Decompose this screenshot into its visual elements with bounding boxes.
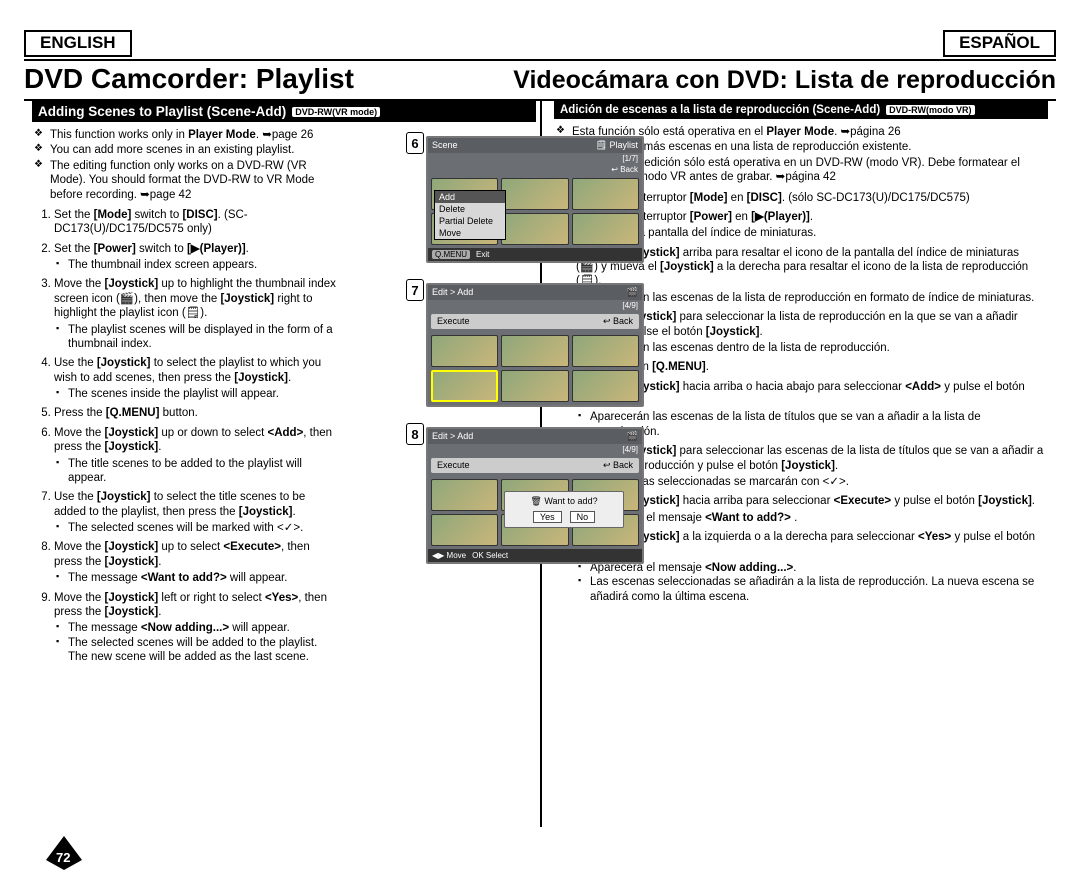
step-bubble-7: 7 — [406, 279, 424, 301]
page-number-badge: 72 — [46, 836, 82, 860]
step-bubble-8: 8 — [406, 423, 424, 445]
popup-menu: AddDeletePartial DeleteMove — [434, 190, 506, 240]
screen-6: Scene 🗒 Playlist [1/7] ↩ Back AddDeleteP… — [426, 136, 644, 263]
no-button[interactable]: No — [570, 511, 596, 523]
confirm-dialog: 🗑 Want to add? Yes No — [504, 491, 624, 528]
title-es: Videocámara con DVD: Lista de reproducci… — [513, 66, 1056, 95]
section-header-en: Adding Scenes to Playlist (Scene-Add) DV… — [32, 101, 536, 122]
screen-7: Edit > Add🎬 [4/9] Execute ↩ Back — [426, 283, 644, 407]
yes-button[interactable]: Yes — [533, 511, 562, 523]
screen-8: Edit > Add🎬 [4/9] Execute ↩ Back 🗑 Want … — [426, 427, 644, 564]
lang-en: ENGLISH — [24, 30, 132, 57]
en-intro-bullets: This function works only in Player Mode.… — [32, 128, 340, 202]
section-header-es: Adición de escenas a la lista de reprodu… — [554, 101, 1048, 119]
title-en: DVD Camcorder: Playlist — [24, 63, 354, 95]
en-steps: Set the [Mode] switch to [DISC]. (SC-DC1… — [32, 208, 340, 665]
lang-es: ESPAÑOL — [943, 30, 1056, 57]
step-bubble-6: 6 — [406, 132, 424, 154]
